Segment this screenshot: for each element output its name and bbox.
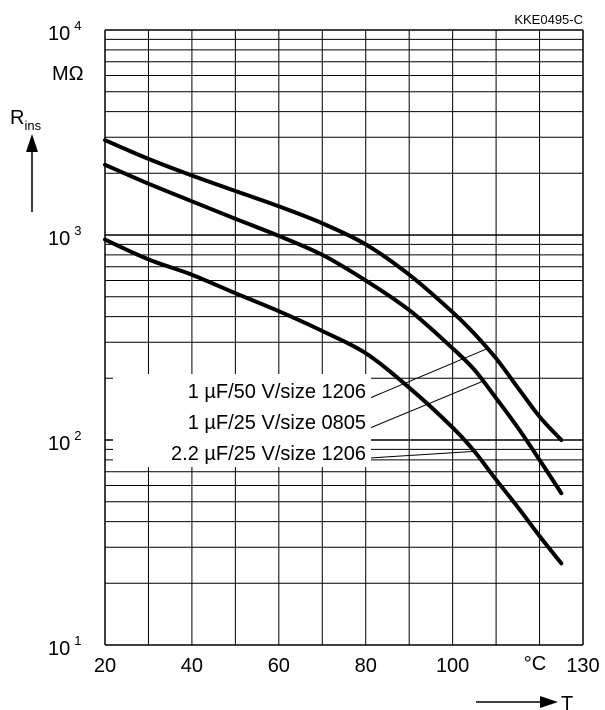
x-tick-label: 60 (268, 655, 290, 677)
y-tick-label: 10 4 (48, 18, 81, 45)
x-axis-arrow (476, 696, 558, 708)
y-axis-label: Rins (10, 107, 42, 133)
y-tick-exponent: 1 (74, 633, 81, 648)
y-axis-label-sub: ins (24, 118, 41, 133)
legend-leader-line-3 (369, 450, 475, 459)
legend-entry-1: 1 µF/50 V/size 1206 (188, 381, 366, 403)
y-tick-base: 10 (48, 23, 70, 45)
legend-leader-line-1 (369, 348, 488, 399)
y-tick-label: 10 3 (48, 223, 81, 250)
series-line-1 (103, 138, 564, 442)
y-tick-label: 10 1 (48, 633, 81, 660)
grid (104, 29, 584, 646)
legend-background (113, 374, 371, 467)
y-tick-base: 10 (48, 228, 70, 250)
y-axis-label-main: R (10, 107, 24, 129)
x-tick-label: 80 (355, 655, 377, 677)
figure-code: KKE0495-C (514, 12, 583, 27)
legend-entry-3: 2.2 µF/25 V/size 1206 (171, 443, 366, 465)
legend-leader-line-2 (369, 380, 484, 429)
y-tick-exponent: 3 (74, 223, 81, 238)
y-tick-base: 10 (48, 433, 70, 455)
y-tick-exponent: 2 (74, 428, 81, 443)
x-unit-label: °C (524, 653, 546, 675)
x-tick-label: 20 (94, 655, 116, 677)
y-tick-label: 10 2 (48, 428, 81, 455)
x-tick-label: 130 (566, 655, 599, 677)
curves (103, 138, 564, 566)
x-tick-labels: 20 40 60 80 100 130 (94, 655, 600, 677)
y-tick-exponent: 4 (74, 18, 81, 33)
y-tick-base: 10 (48, 638, 70, 660)
x-tick-label: 100 (436, 655, 469, 677)
x-tick-label: 40 (181, 655, 203, 677)
y-tick-labels: 10 1 10 2 10 3 10 4 (48, 18, 81, 660)
legend-leader-lines (369, 348, 488, 459)
legend-entry-2: 1 µF/25 V/size 0805 (188, 412, 366, 434)
x-axis-label: T (561, 693, 573, 710)
series-line-2 (103, 162, 564, 496)
y-axis-arrow (26, 134, 38, 212)
y-unit-label: MΩ (52, 63, 84, 85)
series-line-3 (103, 237, 564, 566)
